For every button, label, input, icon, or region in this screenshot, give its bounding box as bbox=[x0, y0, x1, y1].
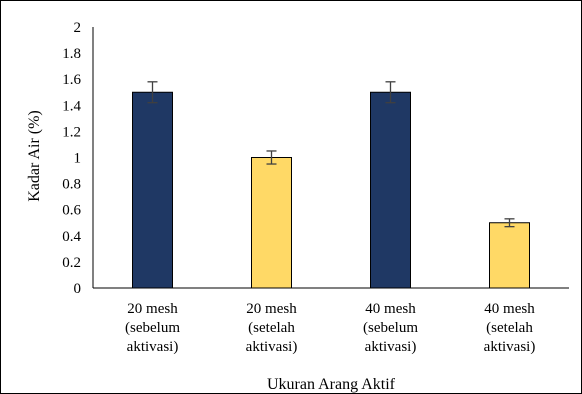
y-tick-label: 1 bbox=[74, 151, 82, 167]
x-tick-label: 20 mesh (sebelum aktivasi) bbox=[125, 301, 180, 355]
y-tick-label: 0.4 bbox=[62, 229, 81, 245]
y-tick-label: 0 bbox=[74, 281, 82, 297]
y-tick-label: 0.2 bbox=[62, 255, 81, 271]
bar bbox=[132, 91, 173, 289]
error-bar bbox=[266, 150, 277, 165]
y-tick-label: 1.4 bbox=[62, 98, 81, 114]
bar bbox=[489, 222, 530, 289]
bar bbox=[251, 157, 292, 289]
error-bar bbox=[504, 218, 515, 228]
x-axis-title: Ukuran Arang Aktif bbox=[267, 376, 396, 393]
y-tick-label: 0.6 bbox=[62, 203, 81, 219]
x-tick-label: 40 mesh (sebelum aktivasi) bbox=[363, 301, 418, 355]
x-tick-label: 40 mesh (setelah aktivasi) bbox=[484, 301, 536, 355]
y-axis-title: Kadar Air (%) bbox=[26, 110, 43, 202]
y-tick-label: 0.8 bbox=[62, 177, 81, 193]
y-tick-label: 1.6 bbox=[62, 72, 81, 88]
x-tick-label: 20 mesh (setelah aktivasi) bbox=[246, 301, 298, 355]
y-tick-label: 1.2 bbox=[62, 124, 81, 140]
y-tick-label: 2 bbox=[74, 20, 82, 36]
bar bbox=[370, 91, 411, 289]
y-tick-label: 1.8 bbox=[62, 46, 81, 62]
error-bar bbox=[147, 81, 158, 104]
error-bar bbox=[385, 81, 396, 104]
